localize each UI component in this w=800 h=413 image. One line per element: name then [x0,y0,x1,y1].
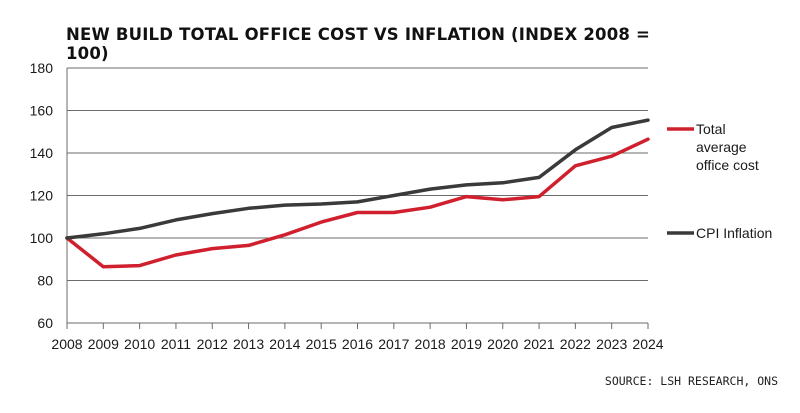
x-tick-label: 2013 [233,336,264,352]
y-tick-label: 80 [37,273,53,289]
y-tick-label: 140 [30,145,54,161]
x-tick-label: 2009 [88,336,119,352]
x-tick-label: 2016 [342,336,373,352]
x-tick-label: 2021 [523,336,554,352]
y-tick-label: 100 [30,230,54,246]
legend-label: average [696,139,747,155]
series-lines [65,118,650,269]
x-tick-label: 2017 [378,336,409,352]
legend-label: CPI Inflation [696,225,772,241]
chart-title: NEW BUILD TOTAL OFFICE COST VS INFLATION… [66,25,651,63]
x-tick-label: 2012 [197,336,228,352]
x-tick-label: 2024 [632,336,663,352]
y-tick-label: 160 [30,103,54,119]
x-tick-label: 2011 [161,336,191,352]
gridlines [67,67,648,324]
x-tick-label: 2015 [306,336,337,352]
x-axis-ticks: 2008 2009 2010 2011 2012 2013 2014 2015 2016 2017… [51,68,664,352]
x-tick-label: 2019 [451,336,482,352]
y-tick-label: 180 [30,60,54,76]
source-note: SOURCE: LSH RESEARCH, ONS [604,374,778,388]
x-tick-label: 2018 [415,336,446,352]
x-tick-label: 2010 [124,336,155,352]
x-tick-label: 2022 [560,336,591,352]
x-tick-label: 2008 [51,336,82,352]
legend-label: office cost [696,157,759,173]
x-tick-label: 2014 [269,336,300,352]
legend-label: Total [696,121,726,137]
x-tick-label: 2023 [596,336,627,352]
y-axis-ticks: 60 80 100 120 140 160 180 [30,60,54,331]
y-tick-label: 120 [30,188,54,204]
legend: Total average office cost CPI Inflation [667,121,772,241]
x-tick-label: 2020 [487,336,518,352]
y-tick-label: 60 [37,315,53,331]
